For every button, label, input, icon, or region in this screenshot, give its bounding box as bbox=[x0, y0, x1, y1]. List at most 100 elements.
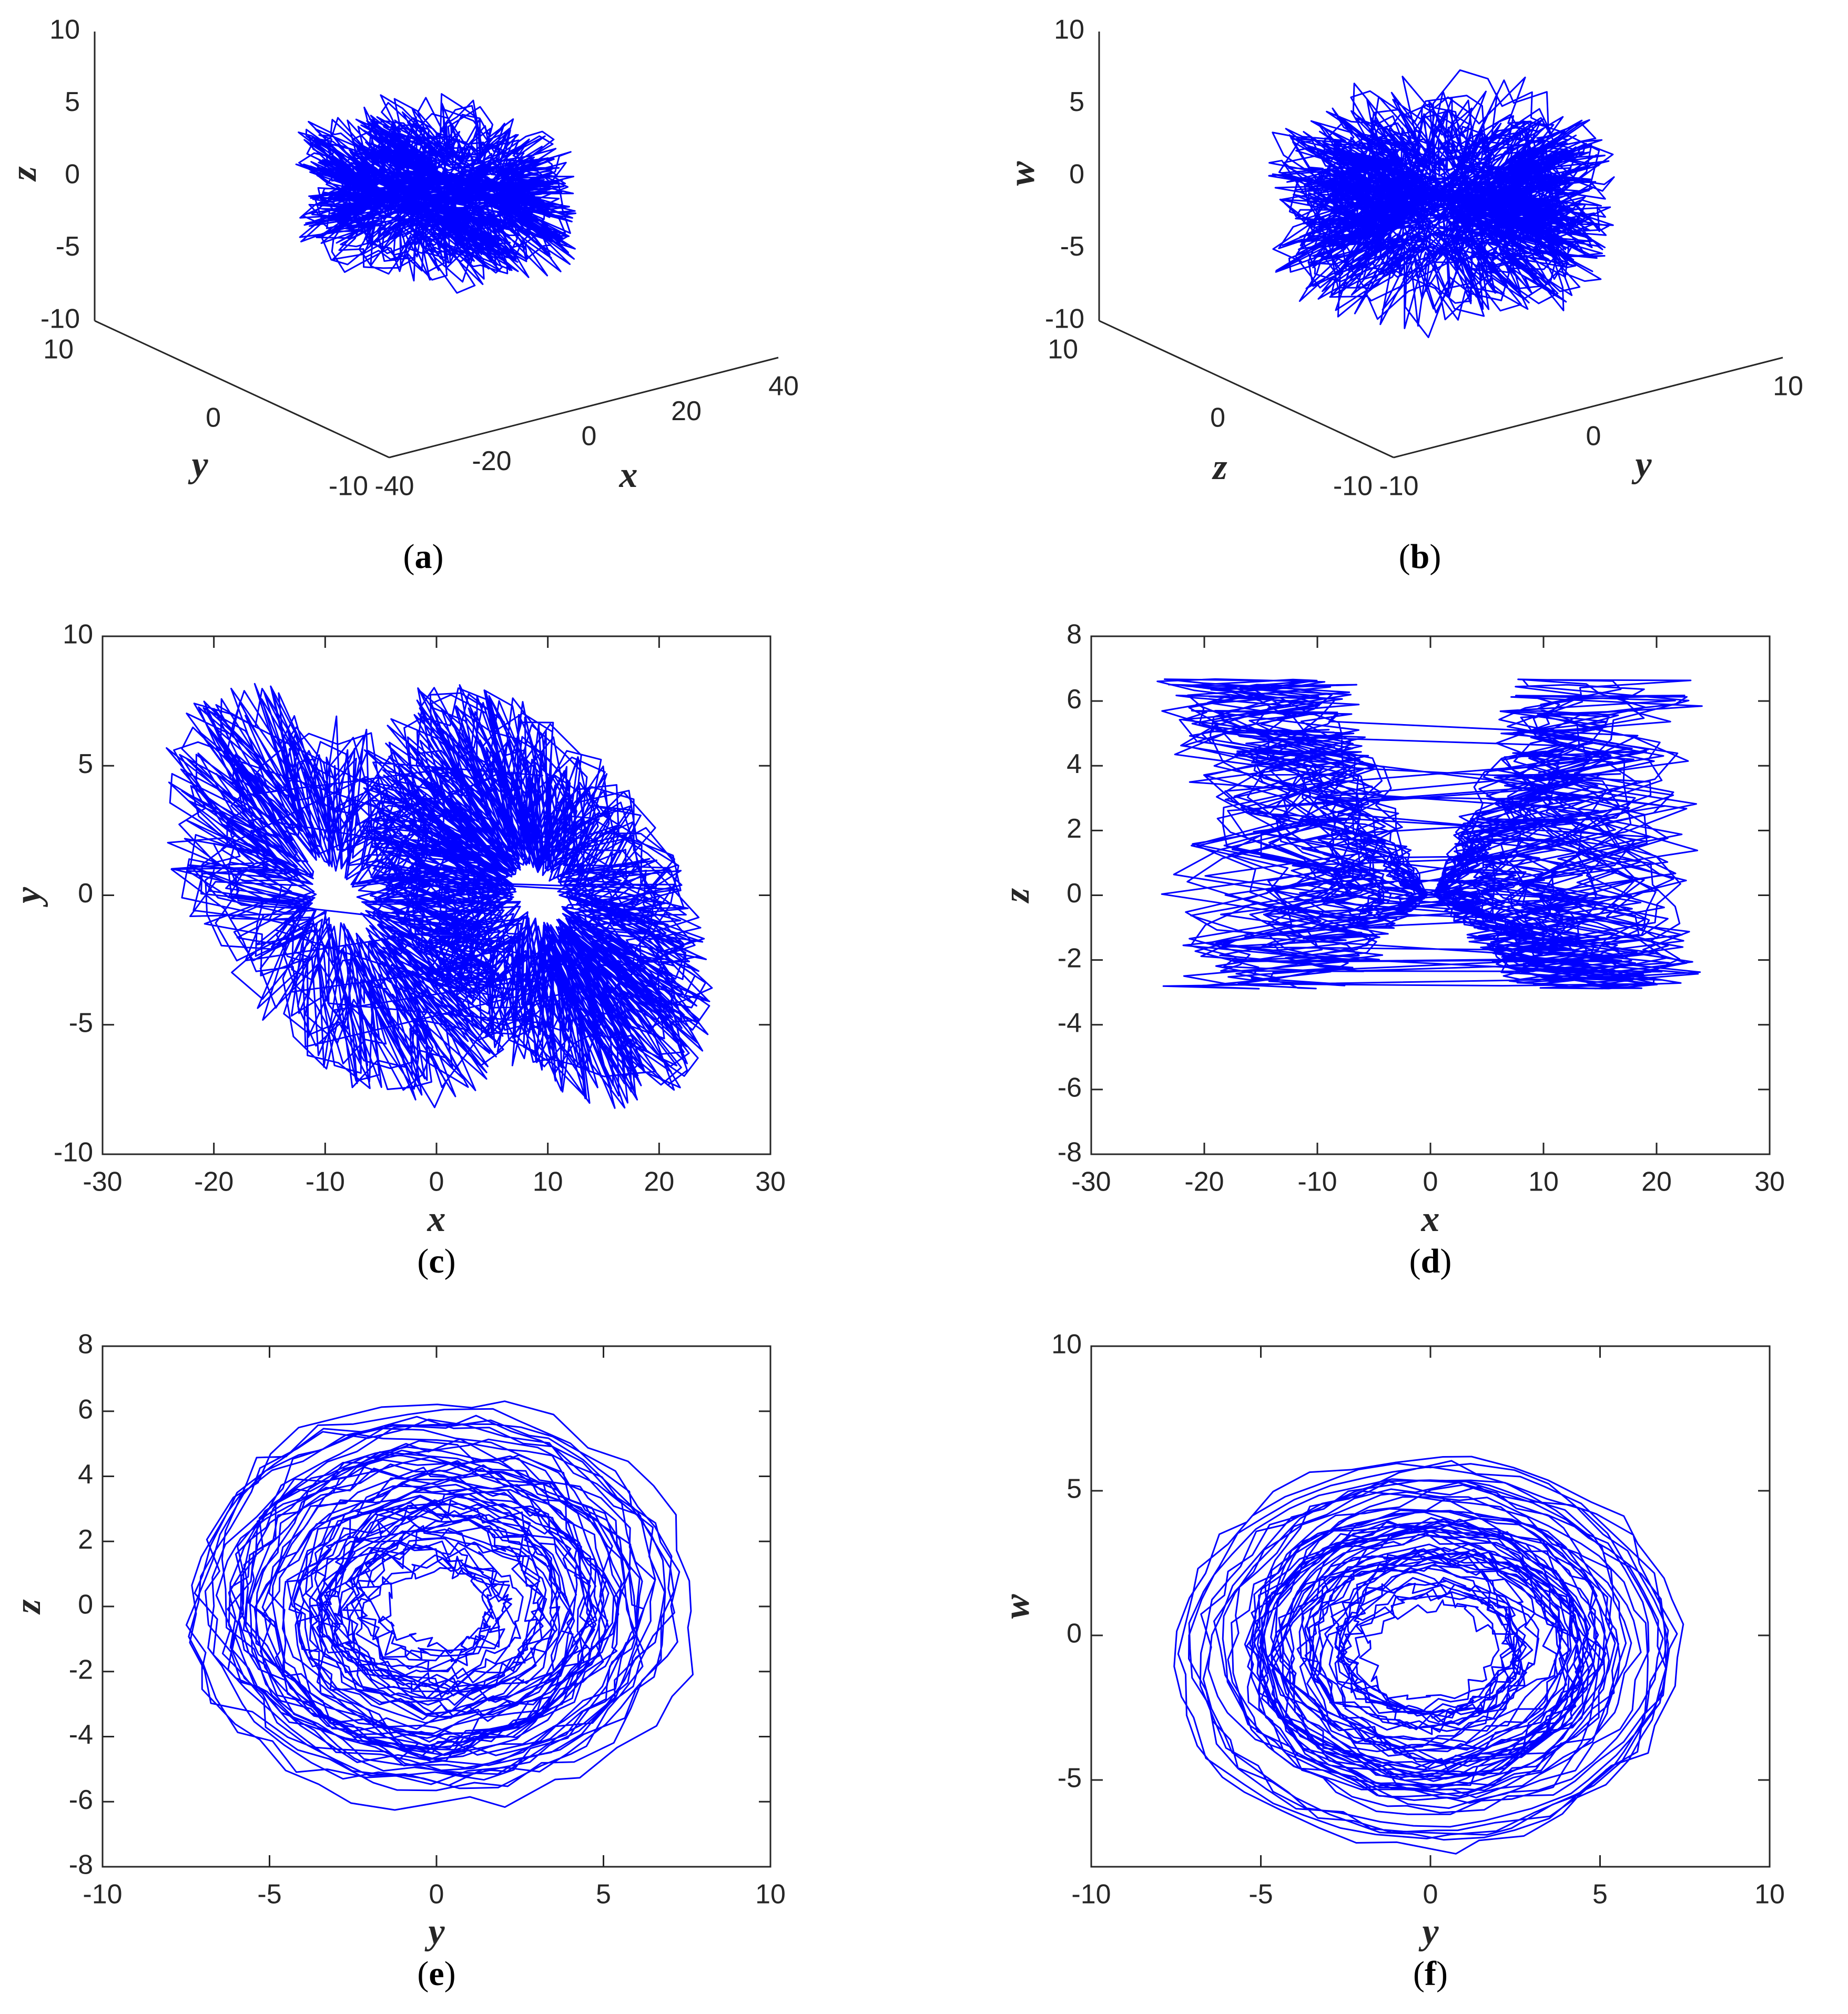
y-tick-label: -5 bbox=[1058, 1763, 1082, 1794]
panel-f: -10 -5 0 5 10 -5 0 5 10 y w (f) bbox=[997, 1329, 1785, 1993]
horizontal-tick-label: 40 bbox=[768, 371, 799, 402]
vertical-tick-label: 5 bbox=[1069, 87, 1084, 117]
x-tick-label: -10 bbox=[83, 1879, 122, 1910]
trajectory-d bbox=[1156, 678, 1703, 990]
vertical-tick-label: 0 bbox=[1069, 159, 1084, 190]
horizontal-tick-label: 10 bbox=[1773, 371, 1803, 402]
x-tick-label: -30 bbox=[1071, 1167, 1111, 1197]
x-tick-label: -10 bbox=[306, 1167, 345, 1197]
horizontal-tick-label: 0 bbox=[582, 421, 597, 452]
depth-axis-b bbox=[1099, 320, 1394, 459]
y-tick-label: 6 bbox=[78, 1394, 93, 1425]
trajectory-b bbox=[1268, 69, 1615, 338]
y-tick-label: -10 bbox=[54, 1137, 93, 1168]
y-tick-label: 4 bbox=[78, 1459, 93, 1490]
x-tick-label: -20 bbox=[1184, 1167, 1224, 1197]
vertical-tick-label: -10 bbox=[40, 304, 80, 334]
panel-caption: (d) bbox=[1409, 1242, 1452, 1280]
y-tick-label: 2 bbox=[78, 1524, 93, 1555]
x-tick-label: 30 bbox=[1754, 1167, 1785, 1197]
trajectory-e bbox=[185, 1400, 694, 1811]
vertical-tick-label: 5 bbox=[65, 87, 80, 117]
x-tick-label: 10 bbox=[1754, 1879, 1785, 1910]
x-tick-label: 10 bbox=[533, 1167, 563, 1197]
y-tick-label: -5 bbox=[69, 1008, 93, 1038]
y-tick-label: 2 bbox=[1067, 813, 1082, 844]
panel-c: -30 -20 -10 0 10 20 30 -10 -5 0 5 10 x y (c) bbox=[8, 619, 786, 1280]
x-tick-label: -10 bbox=[1071, 1879, 1111, 1910]
x-tick-label: 5 bbox=[1592, 1879, 1608, 1910]
y-tick-label: 0 bbox=[1067, 1619, 1082, 1649]
horizontal-axis-b bbox=[1393, 357, 1783, 459]
y-tick-label: 8 bbox=[78, 1329, 93, 1360]
trajectory-c bbox=[166, 683, 713, 1109]
y-tick-label: -6 bbox=[69, 1785, 93, 1815]
y-tick-label: -2 bbox=[69, 1654, 93, 1685]
vertical-tick-label: 0 bbox=[65, 159, 80, 190]
panel-caption: (f) bbox=[1413, 1955, 1448, 1993]
x-tick-label: 30 bbox=[755, 1167, 786, 1197]
depth-axis-label: y bbox=[188, 444, 208, 485]
x-tick-label: 20 bbox=[644, 1167, 674, 1197]
depth-tick-label: 0 bbox=[1210, 403, 1225, 433]
horizontal-axis-label: x bbox=[619, 455, 638, 495]
y-tick-label: 0 bbox=[78, 1590, 93, 1620]
depth-tick-label: -10 bbox=[329, 471, 368, 502]
vertical-axis-label: z bbox=[4, 166, 44, 181]
y-tick-label: 5 bbox=[78, 749, 93, 779]
horizontal-axis-label: y bbox=[1631, 444, 1652, 485]
y-tick-label: 10 bbox=[63, 619, 93, 650]
x-tick-label: 0 bbox=[429, 1167, 444, 1197]
x-tick-label: 0 bbox=[1423, 1167, 1438, 1197]
panel-caption: (c) bbox=[417, 1242, 455, 1280]
horizontal-tick-label: 0 bbox=[1586, 421, 1601, 452]
horizontal-tick-label: 20 bbox=[671, 396, 702, 426]
y-axis-label: z bbox=[997, 888, 1037, 903]
depth-axis-a bbox=[94, 320, 390, 459]
x-tick-label: -10 bbox=[1297, 1167, 1337, 1197]
x-tick-label: -30 bbox=[83, 1167, 122, 1197]
y-tick-label: -2 bbox=[1058, 943, 1082, 973]
x-tick-label: 5 bbox=[596, 1879, 611, 1910]
y-tick-label: -4 bbox=[1058, 1008, 1082, 1038]
horizontal-tick-label: -10 bbox=[1379, 471, 1418, 502]
y-tick-label: 4 bbox=[1067, 749, 1082, 779]
vertical-tick-label: 10 bbox=[49, 15, 80, 45]
y-axis-label: z bbox=[8, 1599, 48, 1614]
depth-tick-label: 0 bbox=[206, 403, 221, 433]
depth-tick-label: -10 bbox=[1333, 471, 1373, 502]
panel-e: -10 -5 0 5 10 -8 -6 -4 -2 0 2 4 6 8 y z (e) bbox=[8, 1329, 786, 1993]
y-tick-label: -8 bbox=[69, 1850, 93, 1880]
x-axis-label: y bbox=[424, 1911, 445, 1952]
x-tick-label: 10 bbox=[755, 1879, 786, 1910]
x-tick-label: 10 bbox=[1528, 1167, 1559, 1197]
y-tick-label: 8 bbox=[1067, 619, 1082, 650]
vertical-tick-label: -5 bbox=[56, 231, 80, 262]
panel-caption: (e) bbox=[417, 1955, 455, 1993]
horizontal-axis-a bbox=[389, 357, 779, 459]
panel-caption: (a) bbox=[403, 537, 444, 576]
y-tick-label: -4 bbox=[69, 1720, 93, 1750]
trajectory-a bbox=[295, 93, 576, 294]
depth-axis-label: z bbox=[1212, 447, 1227, 487]
x-axis-label: x bbox=[1421, 1199, 1440, 1239]
x-axis-label: x bbox=[427, 1199, 446, 1239]
horizontal-tick-label: -20 bbox=[472, 446, 511, 476]
y-tick-label: -6 bbox=[1058, 1073, 1082, 1103]
vertical-tick-label: 10 bbox=[1054, 15, 1084, 45]
y-axis-label: y bbox=[8, 887, 48, 907]
x-tick-label: -20 bbox=[194, 1167, 233, 1197]
panel-caption: (b) bbox=[1399, 537, 1441, 576]
depth-tick-label: 10 bbox=[43, 334, 74, 365]
y-tick-label: 10 bbox=[1051, 1329, 1082, 1360]
y-axis-label: w bbox=[997, 1594, 1037, 1619]
x-tick-label: -5 bbox=[257, 1879, 281, 1910]
vertical-axis-label: w bbox=[1002, 161, 1042, 186]
vertical-tick-label: -10 bbox=[1045, 304, 1084, 334]
x-tick-label: 0 bbox=[429, 1879, 444, 1910]
y-tick-label: 0 bbox=[1067, 878, 1082, 909]
vertical-tick-label: -5 bbox=[1060, 231, 1084, 262]
